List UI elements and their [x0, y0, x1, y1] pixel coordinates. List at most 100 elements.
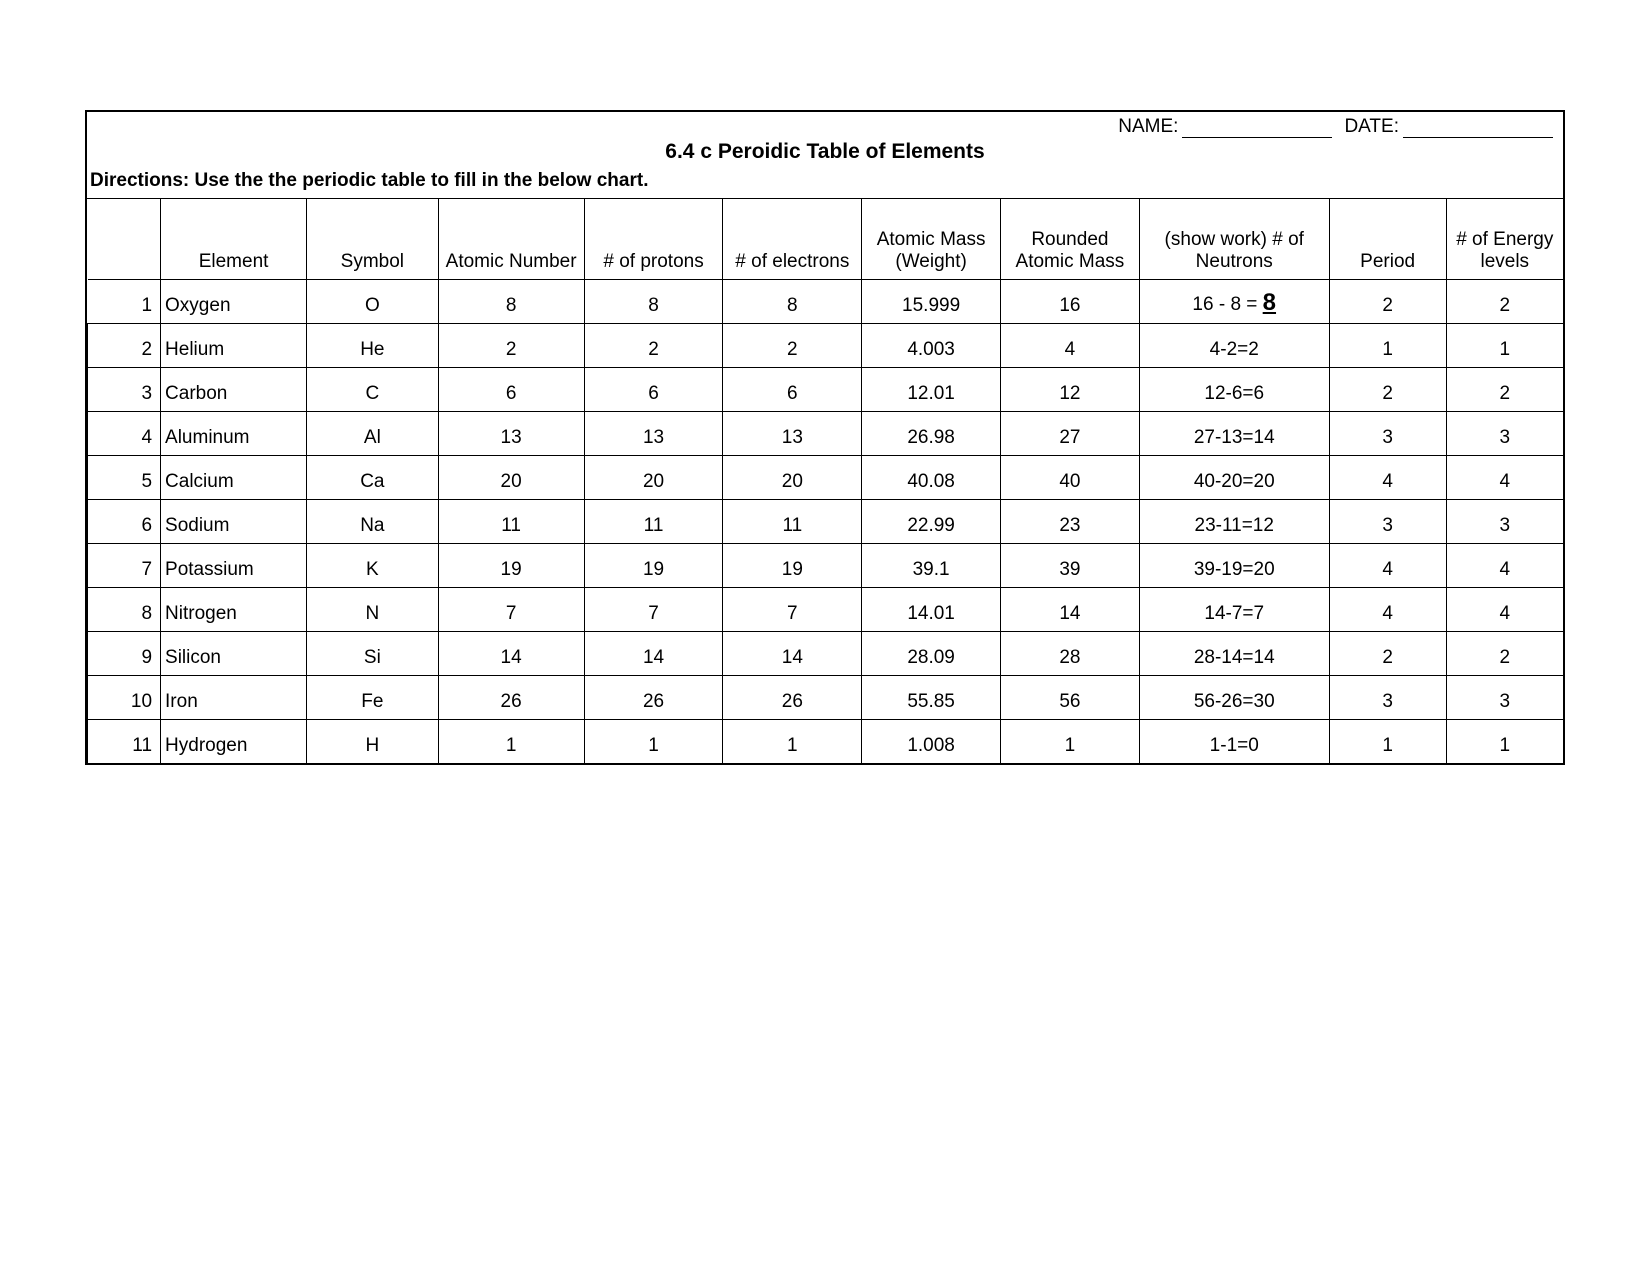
- date-blank[interactable]: [1403, 121, 1553, 138]
- cell-element: Calcium: [161, 455, 307, 499]
- cell-period: 3: [1329, 499, 1446, 543]
- cell-element: Nitrogen: [161, 587, 307, 631]
- cell-period: 3: [1329, 411, 1446, 455]
- cell-protons: 26: [584, 675, 723, 719]
- cell-symbol: N: [307, 587, 438, 631]
- row-number: 2: [88, 323, 161, 367]
- cell-energy: 4: [1446, 455, 1563, 499]
- table-row: 5CalciumCa20202040.084040-20=2044: [88, 455, 1564, 499]
- cell-atomic-number: 8: [438, 279, 584, 323]
- cell-electrons: 14: [723, 631, 862, 675]
- cell-atomic-number: 26: [438, 675, 584, 719]
- col-header-symbol: Symbol: [307, 199, 438, 279]
- cell-atomic-number: 11: [438, 499, 584, 543]
- row-number: 9: [88, 631, 161, 675]
- cell-atomic-number: 13: [438, 411, 584, 455]
- cell-protons: 6: [584, 367, 723, 411]
- cell-neutrons: 4-2=2: [1139, 323, 1329, 367]
- col-header-period: Period: [1329, 199, 1446, 279]
- directions: Directions: Use the the periodic table t…: [87, 168, 1563, 199]
- cell-protons: 1: [584, 719, 723, 763]
- table-row: 10IronFe26262655.855656-26=3033: [88, 675, 1564, 719]
- cell-energy: 2: [1446, 367, 1563, 411]
- cell-electrons: 19: [723, 543, 862, 587]
- cell-electrons: 2: [723, 323, 862, 367]
- cell-element: Sodium: [161, 499, 307, 543]
- row-number: 11: [88, 719, 161, 763]
- cell-element: Hydrogen: [161, 719, 307, 763]
- row-number: 3: [88, 367, 161, 411]
- cell-neutrons: 28-14=14: [1139, 631, 1329, 675]
- cell-atomic-number: 19: [438, 543, 584, 587]
- worksheet-container: NAME: DATE: 6.4 c Peroidic Table of Elem…: [85, 110, 1565, 765]
- table-body: 1OxygenO88815.9991616 - 8 = 8222HeliumHe…: [88, 279, 1564, 763]
- col-header-energy: # of Energy levels: [1446, 199, 1563, 279]
- cell-protons: 14: [584, 631, 723, 675]
- cell-energy: 3: [1446, 675, 1563, 719]
- cell-atomic-number: 6: [438, 367, 584, 411]
- cell-period: 2: [1329, 279, 1446, 323]
- cell-mass: 26.98: [862, 411, 1001, 455]
- cell-electrons: 20: [723, 455, 862, 499]
- cell-rounded: 27: [1001, 411, 1140, 455]
- cell-mass: 1.008: [862, 719, 1001, 763]
- cell-energy: 1: [1446, 719, 1563, 763]
- cell-mass: 28.09: [862, 631, 1001, 675]
- cell-neutrons: 14-7=7: [1139, 587, 1329, 631]
- cell-rounded: 1: [1001, 719, 1140, 763]
- cell-rounded: 56: [1001, 675, 1140, 719]
- cell-energy: 2: [1446, 631, 1563, 675]
- col-header-mass: Atomic Mass (Weight): [862, 199, 1001, 279]
- cell-period: 1: [1329, 719, 1446, 763]
- row-number: 1: [88, 279, 161, 323]
- col-header-rounded: Rounded Atomic Mass: [1001, 199, 1140, 279]
- cell-electrons: 13: [723, 411, 862, 455]
- cell-period: 2: [1329, 631, 1446, 675]
- cell-rounded: 12: [1001, 367, 1140, 411]
- cell-energy: 3: [1446, 499, 1563, 543]
- table-row: 4AluminumAl13131326.982727-13=1433: [88, 411, 1564, 455]
- cell-period: 1: [1329, 323, 1446, 367]
- cell-symbol: Ca: [307, 455, 438, 499]
- cell-neutrons: 12-6=6: [1139, 367, 1329, 411]
- row-number: 4: [88, 411, 161, 455]
- cell-period: 4: [1329, 587, 1446, 631]
- cell-mass: 22.99: [862, 499, 1001, 543]
- cell-neutrons: 16 - 8 = 8: [1139, 279, 1329, 323]
- cell-electrons: 6: [723, 367, 862, 411]
- cell-atomic-number: 1: [438, 719, 584, 763]
- cell-element: Oxygen: [161, 279, 307, 323]
- cell-rounded: 28: [1001, 631, 1140, 675]
- row-number: 10: [88, 675, 161, 719]
- table-row: 9SiliconSi14141428.092828-14=1422: [88, 631, 1564, 675]
- cell-neutrons: 23-11=12: [1139, 499, 1329, 543]
- table-row: 3CarbonC66612.011212-6=622: [88, 367, 1564, 411]
- col-header-atomic-number: Atomic Number: [438, 199, 584, 279]
- cell-symbol: C: [307, 367, 438, 411]
- col-header-electrons: # of electrons: [723, 199, 862, 279]
- col-header-protons: # of protons: [584, 199, 723, 279]
- cell-mass: 40.08: [862, 455, 1001, 499]
- cell-rounded: 39: [1001, 543, 1140, 587]
- cell-symbol: K: [307, 543, 438, 587]
- cell-energy: 4: [1446, 587, 1563, 631]
- cell-atomic-number: 2: [438, 323, 584, 367]
- cell-element: Aluminum: [161, 411, 307, 455]
- date-label: DATE:: [1344, 116, 1553, 138]
- cell-neutrons: 39-19=20: [1139, 543, 1329, 587]
- cell-energy: 3: [1446, 411, 1563, 455]
- cell-neutrons: 1-1=0: [1139, 719, 1329, 763]
- cell-element: Helium: [161, 323, 307, 367]
- cell-period: 4: [1329, 543, 1446, 587]
- cell-rounded: 40: [1001, 455, 1140, 499]
- col-header-neutrons: (show work) # of Neutrons: [1139, 199, 1329, 279]
- cell-electrons: 7: [723, 587, 862, 631]
- cell-electrons: 8: [723, 279, 862, 323]
- cell-electrons: 11: [723, 499, 862, 543]
- name-blank[interactable]: [1182, 121, 1332, 138]
- cell-mass: 4.003: [862, 323, 1001, 367]
- cell-element: Carbon: [161, 367, 307, 411]
- table-row: 7PotassiumK19191939.13939-19=2044: [88, 543, 1564, 587]
- cell-protons: 7: [584, 587, 723, 631]
- table-row: 8NitrogenN77714.011414-7=744: [88, 587, 1564, 631]
